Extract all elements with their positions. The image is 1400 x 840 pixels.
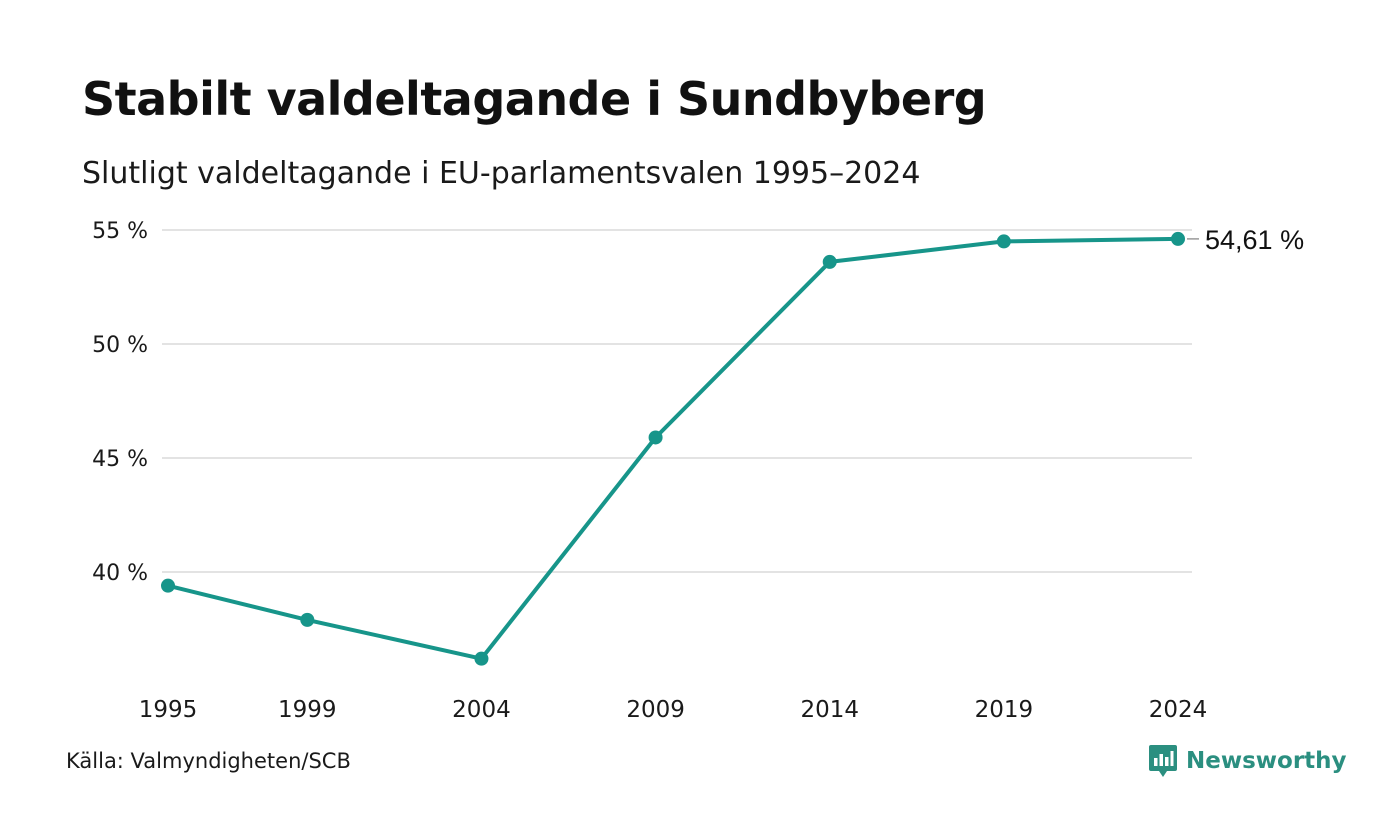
x-tick-label: 2024 xyxy=(1149,697,1208,723)
source-note: Källa: Valmyndigheten/SCB xyxy=(66,749,351,773)
x-tick-label: 2014 xyxy=(800,697,859,723)
series-line-layer xyxy=(166,236,1180,661)
grid-lines xyxy=(162,229,1192,573)
data-points xyxy=(161,231,1185,666)
y-tick-label: 50 % xyxy=(92,333,148,358)
brand-name: Newsworthy xyxy=(1186,748,1347,774)
data-point xyxy=(300,612,315,627)
y-tick-label: 40 % xyxy=(92,561,148,586)
newsworthy-brand[interactable]: Newsworthy xyxy=(1148,743,1347,779)
x-tick-label: 1995 xyxy=(139,697,198,723)
y-tick-label: 55 % xyxy=(92,219,148,244)
end-label-layer: 54,61 % xyxy=(1187,225,1304,255)
chart-subtitle: Slutligt valdeltagande i EU-parlamentsva… xyxy=(82,156,921,191)
data-point xyxy=(474,651,489,666)
data-point xyxy=(161,578,175,593)
series-line xyxy=(166,236,1180,661)
y-tick-label: 45 % xyxy=(92,447,148,472)
data-point xyxy=(1171,231,1185,246)
x-tick-label: 2004 xyxy=(452,697,511,723)
x-tick-label: 1999 xyxy=(278,697,337,723)
newsworthy-logo-icon xyxy=(1149,745,1177,777)
data-point xyxy=(648,430,663,445)
x-tick-label: 2009 xyxy=(626,697,685,723)
x-tick-label: 2019 xyxy=(975,697,1034,723)
data-point xyxy=(822,254,837,269)
data-point xyxy=(996,234,1011,249)
chart-title: Stabilt valdeltagande i Sundbyberg xyxy=(82,72,987,126)
end-value-label: 54,61 % xyxy=(1205,225,1304,255)
x-axis-ticks: 1995 1999 2004 2009 2014 2019 2024 xyxy=(139,697,1208,723)
y-axis-ticks: 40 % 45 % 50 % 55 % xyxy=(92,219,148,586)
